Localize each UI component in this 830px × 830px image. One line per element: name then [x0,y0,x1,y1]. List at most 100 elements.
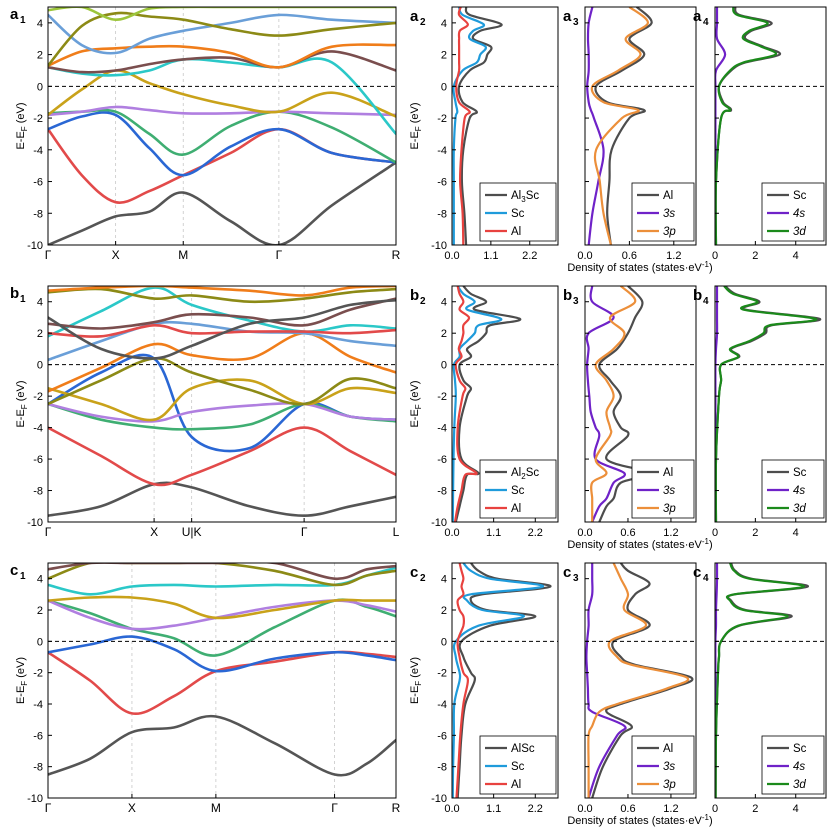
panel-label-sub: 3 [573,17,579,28]
dos-lines [452,563,552,798]
plot-frame [451,562,559,799]
y-tick-label: -10 [27,793,43,805]
kpoint-label: U|K [182,525,202,539]
y-tick-label: 2 [441,605,447,617]
panel-label-sub: 1 [20,571,26,582]
y-tick-label: -6 [33,177,43,189]
y-tick-label: -10 [27,240,43,252]
band-line [48,599,396,631]
x-tick-label: 0.0 [444,250,459,262]
dos-line-Al [455,7,471,245]
panel-label-letter: c [10,562,18,579]
dos-line-3p [590,286,637,522]
legend-label: Sc [793,743,807,755]
band-line [48,69,396,118]
plot-frame [47,6,397,246]
legend-label: AlSc [511,743,535,755]
band-line [48,286,396,338]
y-tick-label: -4 [437,699,447,711]
legend-label: 4s [793,208,805,220]
y-tick-label: -4 [437,145,447,157]
band-line [48,357,396,406]
x-tick-label: 2.2 [528,803,543,815]
kpoint-label: Γ [301,525,308,539]
band-line [48,595,396,620]
panel-label-letter: c [693,564,701,581]
y-tick-label: 2 [37,605,43,617]
x-tick-label: 2 [752,803,758,815]
y-tick-label: 4 [441,18,447,30]
kpoint-label: R [392,248,401,262]
kpoint-label: Γ [331,801,338,815]
y-tick-label: -2 [33,668,43,680]
dos-line-Al [594,7,653,245]
dos-line-Al [598,286,651,522]
panel-label-sub: 1 [20,15,26,26]
band-line [48,287,396,304]
y-label-pre: E-E [409,686,421,704]
dos-line-3d [715,286,818,522]
legend-label-part: Al [511,467,521,479]
y-axis-label: E-EF (eV) [15,380,29,427]
kpoint-label: X [150,525,158,539]
dos-line-3d [715,563,805,798]
band-line [48,563,396,581]
y-axis-label: E-EF (eV) [15,657,29,704]
legend: Sc 4s 3d [761,735,825,795]
y-tick-label: -10 [431,517,447,529]
band-line [48,598,396,657]
y-tick-label: -6 [437,177,447,189]
band-line [48,714,396,777]
panel-label-letter: a [563,8,572,25]
y-label-pre: E-E [409,409,421,427]
dos-xlabel-sup: -1 [702,813,710,822]
y-label-post: (eV) [409,657,421,681]
plot-frame [584,6,697,246]
legend-label: Al2Sc [511,467,539,481]
x-tick-label: 0.6 [620,803,635,815]
legend-label: Al [663,190,673,202]
y-axis-label-text: E-EF (eV) [409,657,423,704]
x-tick-label: 0.0 [577,250,592,262]
dos-xlabel-sup: -1 [702,537,710,546]
y-tick-label: 4 [441,297,447,309]
dos-line-Sc [452,563,545,798]
y-label-pre: E-E [15,409,27,427]
panel-label-sub: 3 [573,296,579,307]
kpoint-label: M [178,248,188,262]
x-tick-label: 4 [793,803,799,815]
y-tick-label: -10 [431,793,447,805]
legend-label: 3p [663,503,676,515]
y-label-sub: F [20,404,29,409]
dos-panel-a4: 0 2 4 Sc 4s 3d [712,6,827,262]
x-tick-label: 1.2 [663,803,678,815]
band-line [48,481,396,518]
y-tick-label: -6 [33,454,43,466]
legend-label: 3p [663,226,676,238]
plot-frame [714,6,827,246]
panel-label-letter: b [693,287,702,304]
legend-label-part: Sc [526,467,540,479]
band-line [48,298,396,360]
band-line [48,402,396,423]
y-label-sub: F [414,404,423,409]
band-line [48,320,396,362]
legend: Sc 4s 3d [761,182,825,242]
x-tick-label: 4 [793,250,799,262]
x-tick-label: 1.1 [483,250,498,262]
x-tick-label: 2.2 [528,527,543,539]
band-line [48,426,396,487]
band-line [48,650,396,715]
y-tick-label: -2 [437,113,447,125]
y-tick-label: -8 [437,486,447,498]
x-tick-label: 0.0 [444,527,459,539]
x-tick-label: 0.0 [577,527,592,539]
legend-label: 3s [663,208,675,220]
x-tick-label: 1.2 [666,250,681,262]
